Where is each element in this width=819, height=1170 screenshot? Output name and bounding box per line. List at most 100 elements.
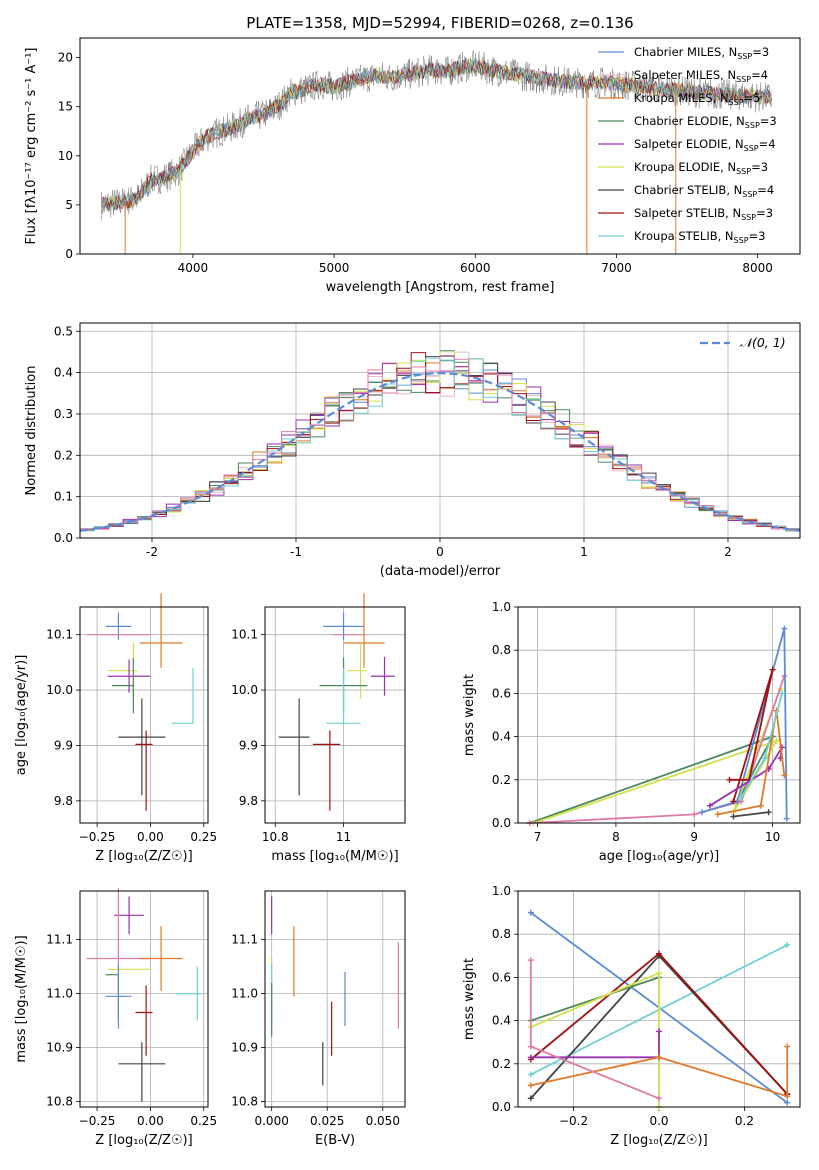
legend-entry: 𝒩(0, 1) <box>740 335 786 350</box>
y-tick-label: 0.2 <box>492 773 511 787</box>
x-tick-label: -2 <box>146 545 158 559</box>
y-tick-label: 5 <box>65 198 73 212</box>
weight-point-marker <box>699 809 706 816</box>
y-tick-label: 0.3 <box>54 407 73 421</box>
x-tick-label: 6000 <box>460 261 491 275</box>
plot-area <box>100 50 772 254</box>
weight-point-marker <box>781 772 788 779</box>
mass-vs-ebv-panel: 0.000 0.025 0.050 10.8 10.9 11.0 11.1 E(B-V) <box>231 890 406 1148</box>
errorbar-point <box>118 698 166 796</box>
x-tick-label: 0 <box>436 545 444 559</box>
errorbar-point <box>107 659 151 693</box>
x-tick-label: 9 <box>690 830 698 844</box>
axes-frame <box>79 322 801 539</box>
weight-point-marker <box>773 737 780 744</box>
errorbar-point <box>105 612 132 641</box>
y-tick-label: 1.0 <box>492 600 511 614</box>
histogram-series <box>80 354 800 538</box>
weight-series-line <box>729 669 774 802</box>
mass-vs-metallicity-panel: −0.25 0.00 0.25 10.8 10.9 11.0 11.1 Z [log₁₀(Z/… <box>14 888 217 1148</box>
legend-entry: Chabrier STELIB, NSSP=4 <box>634 183 774 199</box>
weight-point-marker <box>714 811 721 818</box>
y-tick-label: 0.4 <box>492 730 511 744</box>
x-tick-label: 0.25 <box>190 1114 217 1128</box>
y-axis-label: Normed distribution <box>24 366 39 496</box>
errorbar-point <box>105 963 132 1029</box>
axes-frame <box>517 890 801 1108</box>
errorbar-point <box>346 643 368 699</box>
x-tick-label: 1 <box>580 545 588 559</box>
y-tick-label: 0.1 <box>54 490 73 504</box>
weight-series-line <box>530 976 660 1022</box>
y-tick-label: 10.1 <box>46 628 73 642</box>
x-tick-label: 5000 <box>319 261 350 275</box>
errorbar-point <box>323 612 365 641</box>
weight-point-marker <box>527 1082 534 1089</box>
x-tick-label: 7000 <box>601 261 632 275</box>
legend-entry: Salpeter ELODIE, NSSP=4 <box>634 137 776 153</box>
gaussian-curve <box>80 371 800 532</box>
x-tick-label: 0.00 <box>137 1114 164 1128</box>
y-tick-label: 0.0 <box>54 531 73 545</box>
x-tick-label: 0.00 <box>137 830 164 844</box>
y-tick-label: 9.9 <box>239 738 258 752</box>
errorbar-point <box>343 593 385 668</box>
spectrum-model-line <box>101 59 772 210</box>
x-axis-label: Z [log₁₀(Z/Z☉)] <box>95 1133 192 1148</box>
errorbar-point <box>312 730 341 811</box>
weight-vs-metallicity-panel: −0.2 0.0 0.2 0.0 0.2 0.4 0.6 0.8 1.0 Z [log₁₀(Z/Z… <box>462 884 801 1148</box>
weight-point-marker <box>784 942 791 948</box>
errorbar-point <box>112 657 134 714</box>
y-tick-label: 10 <box>58 149 73 163</box>
weight-point-marker <box>527 1054 534 1061</box>
x-tick-label: 7 <box>534 830 542 844</box>
y-tick-label: 9.9 <box>54 738 73 752</box>
x-tick-label: 0.2 <box>735 1114 754 1128</box>
weight-series-line <box>733 811 769 818</box>
y-tick-label: 11.1 <box>231 933 258 947</box>
spectrum-panel: 4000 5000 6000 7000 8000 0 5 10 15 20 wavelength [… <box>24 37 801 295</box>
y-tick-label: 0.8 <box>492 927 511 941</box>
weight-point-marker <box>527 909 534 916</box>
weight-point-marker <box>730 813 737 820</box>
errorbar-point <box>370 656 395 696</box>
weight-point-marker <box>527 1095 534 1102</box>
x-axis-label: age [log₁₀(age/yr)] <box>599 849 720 864</box>
legend-entry: Kroupa MILES, NSSP=5 <box>634 91 760 107</box>
axes-frame <box>264 606 406 824</box>
y-tick-label: 15 <box>58 100 73 114</box>
y-axis-label: Flux [fλ10⁻¹⁷ erg cm⁻² s⁻¹ A⁻¹] <box>24 48 39 245</box>
y-tick-label: 0.4 <box>492 1014 511 1028</box>
x-axis-label: Z [log₁₀(Z/Z☉)] <box>95 849 192 864</box>
errorbar-point <box>139 593 183 668</box>
weight-point-marker <box>757 802 764 809</box>
legend-entry: Chabrier ELODIE, NSSP=3 <box>634 114 777 130</box>
y-tick-label: 0.0 <box>492 816 511 830</box>
axes-frame <box>79 37 801 255</box>
x-tick-label: 10 <box>765 830 780 844</box>
y-tick-label: 11.1 <box>46 933 73 947</box>
weight-point-marker <box>527 957 534 964</box>
y-tick-label: 0.0 <box>492 1100 511 1114</box>
weight-point-marker <box>656 1095 662 1102</box>
y-tick-label: 11.0 <box>231 987 258 1001</box>
y-tick-label: 0.6 <box>492 970 511 984</box>
x-tick-label: 2 <box>724 545 732 559</box>
weight-point-marker <box>784 1043 791 1050</box>
x-tick-label: −0.25 <box>79 830 116 844</box>
y-tick-label: 10.1 <box>231 628 258 642</box>
y-tick-label: 0.4 <box>54 366 73 380</box>
spectrum-model-line <box>101 57 772 212</box>
legend-entry: Kroupa ELODIE, NSSP=3 <box>634 160 768 176</box>
axes-frame <box>517 606 801 824</box>
x-tick-label: 11 <box>336 830 351 844</box>
legend-entry: Chabrier MILES, NSSP=3 <box>634 45 769 61</box>
plot-area <box>80 350 800 538</box>
x-axis-label: E(B-V) <box>315 1133 355 1148</box>
x-tick-label: 8000 <box>742 261 773 275</box>
x-tick-label: −0.25 <box>79 1114 116 1128</box>
weight-point-marker <box>527 1071 534 1078</box>
legend-entry: Salpeter MILES, NSSP=4 <box>634 68 768 84</box>
errorbar-point <box>171 667 194 724</box>
errorbar-point <box>118 1042 166 1102</box>
